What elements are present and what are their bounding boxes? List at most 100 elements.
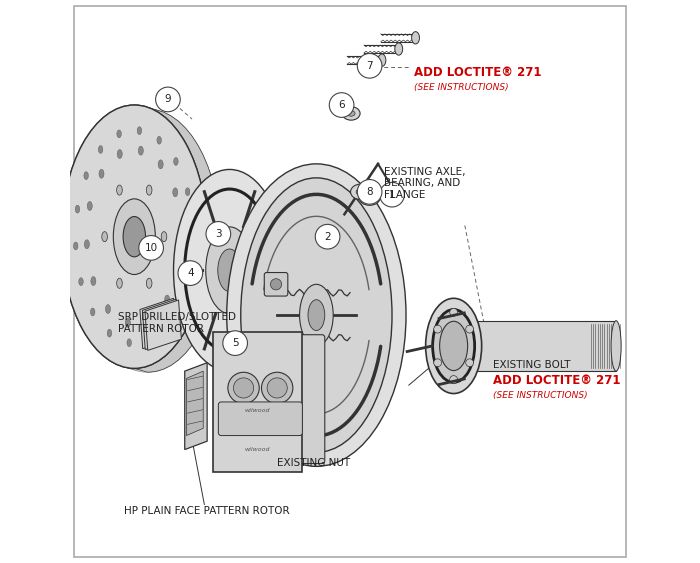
Ellipse shape — [227, 164, 406, 466]
Ellipse shape — [107, 329, 112, 337]
FancyBboxPatch shape — [297, 335, 325, 463]
Text: ADD LOCTITE® 271: ADD LOCTITE® 271 — [493, 374, 620, 387]
Text: 9: 9 — [164, 95, 172, 104]
Circle shape — [434, 325, 442, 333]
Circle shape — [329, 93, 354, 117]
Ellipse shape — [206, 227, 253, 314]
Text: 1: 1 — [389, 190, 396, 200]
Ellipse shape — [146, 315, 151, 324]
Circle shape — [434, 359, 442, 367]
Ellipse shape — [611, 321, 621, 371]
Ellipse shape — [190, 224, 195, 231]
Ellipse shape — [146, 185, 152, 195]
Ellipse shape — [117, 185, 122, 195]
Polygon shape — [186, 371, 203, 436]
Text: (SEE INSTRUCTIONS): (SEE INSTRUCTIONS) — [493, 391, 587, 400]
Polygon shape — [213, 332, 302, 472]
Text: SRP DRILLED/SLOTTED
PATTERN ROTOR: SRP DRILLED/SLOTTED PATTERN ROTOR — [118, 312, 235, 334]
Ellipse shape — [157, 136, 162, 144]
Ellipse shape — [85, 240, 90, 249]
Circle shape — [315, 225, 340, 249]
Text: ADD LOCTITE® 271: ADD LOCTITE® 271 — [414, 66, 542, 79]
Circle shape — [234, 378, 253, 398]
Text: wilwood: wilwood — [245, 447, 270, 452]
Ellipse shape — [189, 260, 193, 268]
Ellipse shape — [174, 169, 286, 371]
Text: wilwood: wilwood — [245, 408, 270, 413]
Ellipse shape — [127, 339, 132, 347]
Circle shape — [267, 378, 287, 398]
Ellipse shape — [300, 284, 333, 346]
Ellipse shape — [334, 99, 351, 111]
Ellipse shape — [79, 278, 83, 285]
Ellipse shape — [99, 169, 104, 178]
Polygon shape — [476, 321, 616, 371]
Ellipse shape — [218, 249, 241, 292]
Text: EXISTING NUT: EXISTING NUT — [277, 458, 350, 468]
Ellipse shape — [356, 188, 366, 195]
Circle shape — [449, 309, 458, 316]
Ellipse shape — [351, 184, 372, 200]
Ellipse shape — [174, 158, 178, 166]
Circle shape — [357, 53, 382, 78]
Circle shape — [139, 235, 163, 260]
Ellipse shape — [113, 199, 155, 275]
Polygon shape — [145, 300, 181, 350]
Text: 5: 5 — [232, 338, 239, 348]
Ellipse shape — [158, 160, 163, 169]
Ellipse shape — [342, 107, 360, 120]
Ellipse shape — [440, 321, 468, 370]
Ellipse shape — [62, 105, 207, 368]
Ellipse shape — [106, 305, 111, 314]
Ellipse shape — [90, 308, 95, 316]
Ellipse shape — [308, 300, 325, 330]
Text: 8: 8 — [366, 187, 373, 197]
Ellipse shape — [76, 205, 80, 213]
Ellipse shape — [139, 146, 143, 155]
Ellipse shape — [161, 231, 167, 242]
Circle shape — [379, 182, 405, 207]
Ellipse shape — [88, 202, 92, 211]
Ellipse shape — [91, 276, 96, 285]
Ellipse shape — [426, 298, 482, 394]
Circle shape — [449, 376, 458, 383]
FancyBboxPatch shape — [218, 402, 302, 436]
Ellipse shape — [137, 127, 141, 135]
Ellipse shape — [186, 188, 190, 195]
Ellipse shape — [378, 54, 386, 66]
Ellipse shape — [241, 178, 392, 452]
Text: 3: 3 — [215, 229, 222, 239]
Text: 7: 7 — [366, 61, 373, 71]
Ellipse shape — [117, 130, 121, 138]
Polygon shape — [142, 299, 179, 350]
Text: HP PLAIN FACE PATTERN ROTOR: HP PLAIN FACE PATTERN ROTOR — [125, 506, 290, 516]
Ellipse shape — [62, 105, 207, 368]
Ellipse shape — [359, 190, 380, 205]
Polygon shape — [140, 298, 176, 348]
Text: (SEE INSTRUCTIONS): (SEE INSTRUCTIONS) — [414, 83, 509, 92]
Circle shape — [466, 359, 474, 367]
Text: 6: 6 — [338, 100, 345, 110]
Ellipse shape — [117, 150, 122, 159]
Polygon shape — [134, 105, 220, 372]
Text: EXISTING AXLE,
BEARING, AND
FLANGE: EXISTING AXLE, BEARING, AND FLANGE — [384, 167, 465, 200]
Circle shape — [178, 261, 203, 285]
Ellipse shape — [179, 225, 184, 234]
Circle shape — [357, 180, 382, 204]
Ellipse shape — [347, 111, 355, 116]
Ellipse shape — [412, 32, 419, 44]
Ellipse shape — [117, 278, 122, 288]
Text: 10: 10 — [145, 243, 158, 253]
Text: 4: 4 — [187, 268, 194, 278]
Circle shape — [262, 372, 293, 404]
Ellipse shape — [365, 194, 374, 201]
Ellipse shape — [74, 242, 78, 250]
FancyBboxPatch shape — [265, 272, 288, 296]
Ellipse shape — [98, 146, 103, 153]
Ellipse shape — [102, 231, 107, 242]
Ellipse shape — [146, 278, 152, 288]
Circle shape — [206, 222, 231, 246]
Text: 2: 2 — [324, 232, 331, 242]
Circle shape — [270, 279, 281, 290]
Ellipse shape — [84, 172, 88, 180]
